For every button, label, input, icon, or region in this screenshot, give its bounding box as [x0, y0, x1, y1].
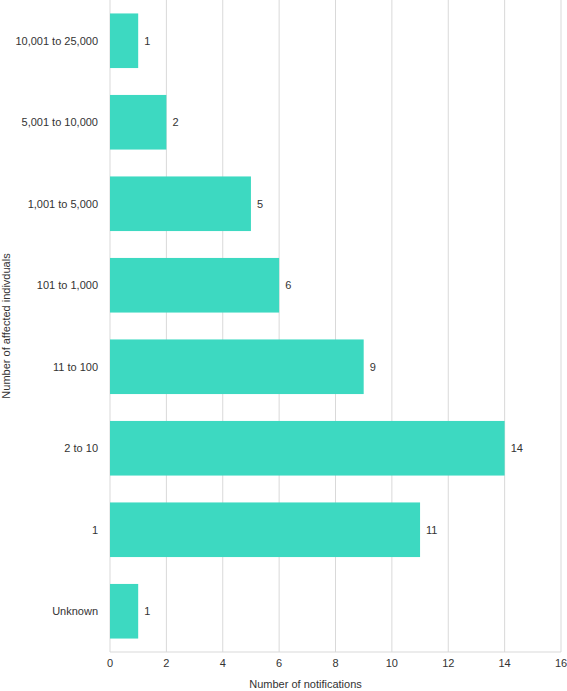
chart-svg: 0246810121416125691411110,001 to 25,0005…: [0, 0, 567, 691]
category-label: 10,001 to 25,000: [15, 35, 98, 47]
data-label: 9: [370, 361, 376, 373]
tick-label: 8: [332, 657, 338, 669]
grid-line: [448, 0, 449, 652]
tick-label: 14: [499, 657, 511, 669]
x-ticks: 0 2 4 6 8 10 12 14 16: [107, 657, 567, 669]
category-label: 1: [92, 524, 98, 536]
bar: [110, 421, 505, 476]
tick-label: 2: [163, 657, 169, 669]
category-label: 2 to 10: [64, 442, 98, 454]
category-label: 1,001 to 5,000: [28, 198, 98, 210]
bar: [110, 502, 420, 557]
bar: [110, 584, 138, 639]
bars: [110, 13, 505, 638]
bar: [110, 339, 364, 394]
bar: [110, 95, 166, 150]
bar: [110, 13, 138, 68]
x-axis-title: Number of notifications: [249, 678, 362, 690]
tick-label: 12: [442, 657, 454, 669]
tick-label: 10: [386, 657, 398, 669]
tick-label: 0: [107, 657, 113, 669]
data-labels: 1256914111: [144, 35, 523, 618]
data-label: 1: [144, 35, 150, 47]
category-label: 5,001 to 10,000: [22, 116, 98, 128]
grid-line: [504, 0, 505, 652]
bar: [110, 258, 279, 313]
data-label: 2: [172, 116, 178, 128]
tick-label: 16: [555, 657, 567, 669]
chart-container: 0246810121416125691411110,001 to 25,0005…: [0, 0, 567, 691]
grid-line: [561, 0, 562, 652]
x-axis-line: [110, 652, 561, 653]
data-label: 11: [426, 524, 437, 536]
category-label: 101 to 1,000: [37, 279, 98, 291]
data-label: 14: [511, 442, 523, 454]
data-label: 1: [144, 605, 150, 617]
bar: [110, 176, 251, 231]
category-labels: 10,001 to 25,000 5,001 to 10,000 1,001 to …: [15, 35, 98, 618]
data-label: 6: [285, 279, 291, 291]
data-label: 5: [257, 198, 263, 210]
grid: [110, 0, 561, 652]
tick-label: 4: [220, 657, 226, 669]
tick-label: 6: [276, 657, 282, 669]
category-label: 11 to 100: [53, 361, 98, 373]
page: {"chart_data": {"type": "bar", "orientat…: [0, 0, 567, 691]
category-label: Unknown: [52, 605, 98, 617]
y-axis-title: Number of affected indivduals: [0, 253, 12, 399]
